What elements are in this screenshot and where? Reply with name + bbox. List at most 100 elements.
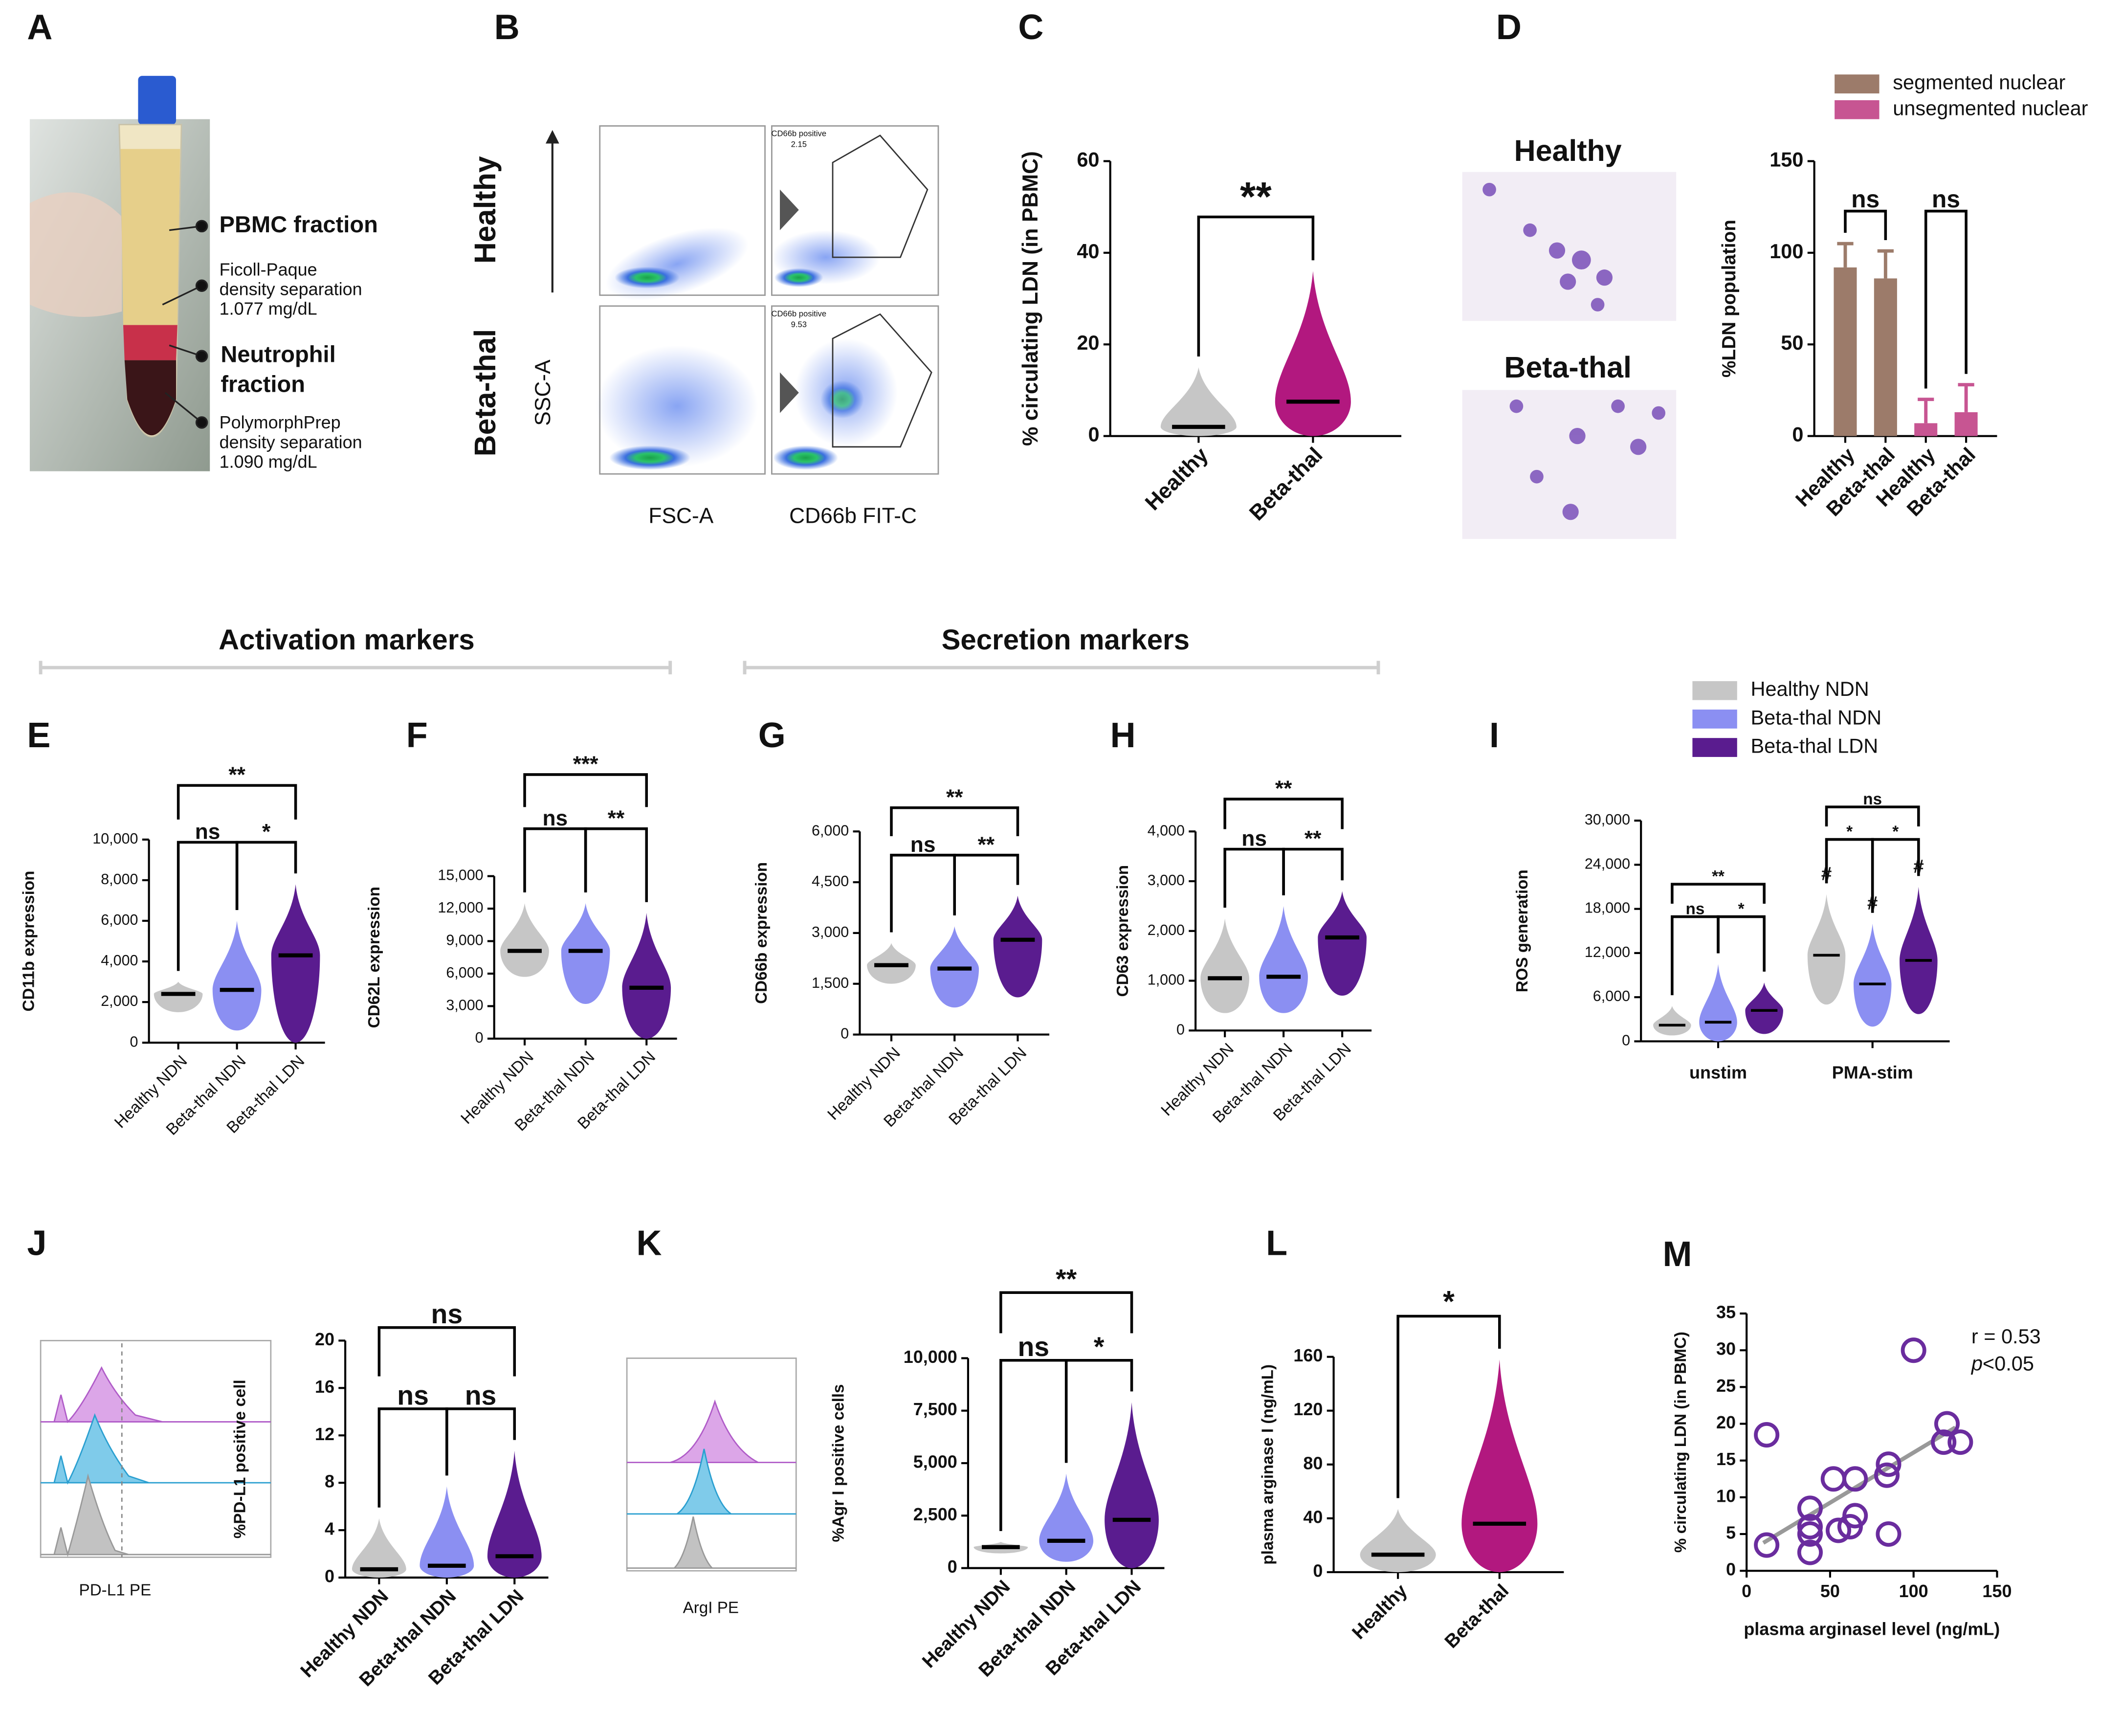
y-axis-title: ROS generation xyxy=(1513,869,1531,992)
y-tick-label: 12,000 xyxy=(438,899,483,916)
legend-label: Healthy NDN xyxy=(1750,677,1869,700)
significance-bracket xyxy=(584,827,648,902)
bar xyxy=(1874,278,1897,436)
panel-letter: A xyxy=(27,8,52,47)
tube-leaders xyxy=(162,220,208,429)
y-tick-label: 2,000 xyxy=(1148,922,1185,938)
panel-letter: C xyxy=(1018,8,1043,47)
y-tick-label: 8,000 xyxy=(101,871,138,888)
axis-label: FSC-A xyxy=(648,504,713,528)
significance-label: ** xyxy=(1305,827,1322,851)
y-tick-label: 5,000 xyxy=(913,1452,957,1472)
y-tick-label: 0 xyxy=(1622,1032,1630,1048)
significance-bracket xyxy=(1825,838,1874,913)
y-tick-label: 6,000 xyxy=(446,964,483,981)
axis-label: CD66b FIT-C xyxy=(789,504,917,528)
significance-bracket xyxy=(523,773,648,807)
point xyxy=(1797,1539,1823,1565)
significance-bracket xyxy=(377,1326,516,1377)
y-tick-label: 20 xyxy=(1716,1412,1736,1432)
y-tick-label: 40 xyxy=(1303,1507,1323,1527)
histogram-j xyxy=(40,1340,272,1558)
y-tick-label: 15,000 xyxy=(438,867,483,884)
panel-letter: M xyxy=(1662,1235,1692,1274)
y-tick-label: 1,000 xyxy=(1148,972,1185,988)
y-tick-label: 6,000 xyxy=(1593,988,1630,1004)
micrographs xyxy=(1462,172,1677,539)
y-axis-title: plasma arginase I (ng/mL) xyxy=(1259,1364,1277,1565)
significance-bracket xyxy=(377,1407,448,1508)
significance-bracket xyxy=(1825,805,1920,826)
significance-mark: # xyxy=(1821,864,1832,885)
significance-label: ns xyxy=(543,806,568,830)
panel-letter: I xyxy=(1489,716,1499,755)
significance-bracket xyxy=(1064,1358,1133,1463)
error-bar xyxy=(1877,249,1894,279)
y-tick-label: 0 xyxy=(1313,1560,1323,1580)
panel-letter: H xyxy=(1110,716,1136,755)
x-tick-label: 100 xyxy=(1899,1581,1928,1601)
point xyxy=(1901,1337,1926,1363)
significance-label: ns xyxy=(397,1380,429,1410)
panel-letter: B xyxy=(494,8,520,47)
image-label: Healthy xyxy=(1514,134,1622,167)
y-axis-title: CD11b expression xyxy=(20,871,38,1012)
panel-letter: K xyxy=(636,1224,662,1263)
y-tick-label: 12,000 xyxy=(1585,944,1630,960)
violin xyxy=(1900,887,1938,1014)
significance-label: ** xyxy=(1275,777,1292,801)
legend-label: Beta-thal LDN xyxy=(1750,734,1878,757)
y-tick-label: 60 xyxy=(1077,148,1099,171)
ssc-arrow-head xyxy=(545,130,559,144)
error-bar xyxy=(1837,242,1854,267)
histogram-k xyxy=(626,1358,797,1572)
significance-label: * xyxy=(1094,1332,1105,1362)
separation-note: density separation xyxy=(220,279,362,299)
point xyxy=(1825,1517,1852,1543)
violin xyxy=(420,1486,474,1578)
separation-note: 1.077 mg/dL xyxy=(220,299,317,319)
y-tick-label: 18,000 xyxy=(1585,900,1630,916)
significance-bracket xyxy=(890,853,956,933)
violin xyxy=(1200,918,1249,1013)
flow-gates xyxy=(832,134,932,448)
y-tick-label: 120 xyxy=(1293,1399,1323,1419)
stat-p: p<0.05 xyxy=(1970,1352,2034,1375)
significance-label: ns xyxy=(1017,1332,1049,1362)
x-tick-label: unstim xyxy=(1689,1062,1747,1082)
y-tick-label: 0 xyxy=(130,1033,138,1050)
y-tick-label: 50 xyxy=(1781,331,1803,354)
violin xyxy=(1461,1359,1538,1572)
violin xyxy=(1807,894,1846,1005)
significance-mark: # xyxy=(1867,893,1878,914)
significance-bracket xyxy=(1396,1314,1501,1498)
x-tick-label: 50 xyxy=(1820,1581,1840,1601)
y-tick-label: 80 xyxy=(1303,1453,1323,1473)
y-tick-label: 12 xyxy=(315,1424,334,1444)
significance-label: ** xyxy=(946,785,963,809)
significance-label: ns xyxy=(1932,185,1960,213)
legend-swatch xyxy=(1692,710,1737,729)
significance-bracket xyxy=(523,827,587,892)
y-tick-label: 4 xyxy=(325,1519,334,1539)
violin xyxy=(1853,923,1892,1027)
significance-label: ns xyxy=(910,833,936,857)
x-axis-title: plasma arginasel level (ng/mL) xyxy=(1744,1619,2000,1639)
violin xyxy=(212,920,262,1031)
y-tick-label: 3,000 xyxy=(812,924,849,940)
violin xyxy=(487,1450,542,1578)
violin xyxy=(500,903,549,977)
significance-bracket xyxy=(1223,798,1344,829)
violin xyxy=(1318,891,1367,996)
histogram-label: ArgI PE xyxy=(683,1599,739,1617)
y-axis-title: %Agr I positive cells xyxy=(830,1384,848,1542)
y-tick-label: 6,000 xyxy=(101,912,138,928)
panel-letter: L xyxy=(1266,1224,1287,1263)
violin xyxy=(352,1518,406,1578)
significance-bracket xyxy=(1717,915,1766,972)
violin xyxy=(993,895,1042,998)
significance-label: ** xyxy=(978,833,995,857)
fraction-label: fraction xyxy=(221,371,305,397)
significance-label: ns xyxy=(1863,790,1882,808)
bar xyxy=(1914,423,1938,436)
